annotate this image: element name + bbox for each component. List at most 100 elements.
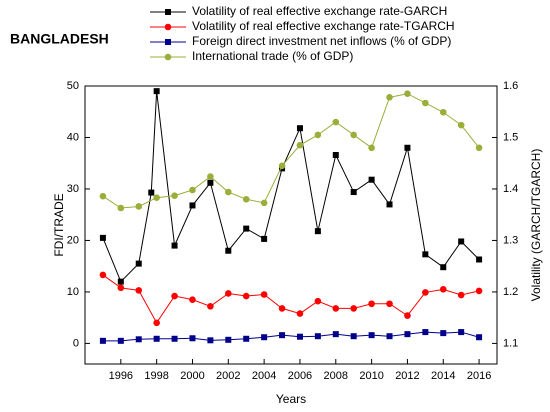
y-tick-label: 20 xyxy=(67,234,79,246)
y-tick-label: 10 xyxy=(67,286,79,298)
y2-tick-label: 1.5 xyxy=(503,131,518,143)
data-point xyxy=(225,188,232,196)
legend-marker xyxy=(164,53,172,61)
data-point xyxy=(278,162,286,170)
data-point xyxy=(117,278,124,285)
legend-marker xyxy=(165,9,171,15)
x-tick-label: 2012 xyxy=(395,370,419,382)
chart-title: BANGLADESH xyxy=(10,31,109,47)
data-point xyxy=(314,297,322,305)
data-point xyxy=(153,319,160,327)
data-point xyxy=(332,305,340,312)
data-point xyxy=(314,131,322,139)
data-point xyxy=(135,287,143,294)
data-point xyxy=(171,192,178,199)
data-point xyxy=(279,332,286,339)
plot-frame xyxy=(84,85,498,365)
data-point xyxy=(422,99,429,107)
data-point xyxy=(135,203,143,210)
data-point xyxy=(476,334,483,341)
data-point xyxy=(350,305,357,312)
data-point xyxy=(439,108,447,116)
data-point xyxy=(458,329,465,336)
data-point xyxy=(332,331,339,338)
x-tick-label: 2014 xyxy=(431,370,455,382)
data-point xyxy=(350,189,357,196)
data-point xyxy=(99,234,106,241)
x-tick-label: 2002 xyxy=(216,370,240,382)
data-point xyxy=(404,312,411,319)
data-point xyxy=(243,335,250,342)
data-point xyxy=(457,291,465,299)
data-point xyxy=(261,334,268,341)
data-point xyxy=(350,131,357,139)
data-point xyxy=(153,88,160,95)
data-point xyxy=(135,260,142,267)
x-tick-label: 2006 xyxy=(288,370,312,382)
legend-label: International trade (% of GDP) xyxy=(192,49,353,63)
data-point xyxy=(153,335,160,342)
data-point xyxy=(189,296,196,303)
data-point xyxy=(99,192,107,200)
legend-label: Foreign direct investment net inflows (%… xyxy=(192,34,451,48)
data-point xyxy=(207,179,214,186)
data-point xyxy=(225,247,232,254)
x-tick-label: 2016 xyxy=(467,370,491,382)
data-point xyxy=(458,238,465,245)
x-tick-label: 2010 xyxy=(359,370,383,382)
data-point xyxy=(117,204,125,212)
data-point xyxy=(189,186,196,194)
data-point xyxy=(457,121,465,129)
data-point xyxy=(314,333,321,340)
x-tick-label: 1998 xyxy=(144,370,168,382)
y-tick-label: 30 xyxy=(67,183,79,195)
data-point xyxy=(278,305,286,312)
data-point xyxy=(207,303,214,310)
data-point xyxy=(368,332,375,339)
series-line xyxy=(102,331,480,342)
y2-tick-label: 1.2 xyxy=(503,286,518,298)
data-point xyxy=(171,242,178,249)
data-point xyxy=(476,256,483,263)
data-point xyxy=(475,287,483,295)
data-point xyxy=(404,331,411,338)
data-point xyxy=(99,337,106,344)
data-point xyxy=(207,173,214,180)
y-axis-label: FDI/TRADE xyxy=(52,193,66,256)
data-point xyxy=(422,251,429,258)
data-point xyxy=(207,337,214,344)
x-tick-label: 2000 xyxy=(180,370,204,382)
series-line xyxy=(102,93,480,209)
x-tick-label: 2004 xyxy=(252,370,276,382)
y-tick-label: 0 xyxy=(73,337,79,349)
data-point xyxy=(296,333,303,340)
data-point xyxy=(368,300,375,308)
data-point xyxy=(225,336,232,343)
data-point xyxy=(439,286,447,293)
data-point xyxy=(422,329,429,336)
y2-tick-label: 1.1 xyxy=(503,337,518,349)
data-point xyxy=(242,292,250,300)
y-tick-label: 50 xyxy=(67,80,79,92)
legend-label: Volatility of real effective exchange ra… xyxy=(192,4,447,18)
data-point xyxy=(260,199,268,207)
legend-marker xyxy=(164,23,172,31)
y2-tick-label: 1.3 xyxy=(503,234,518,246)
data-point xyxy=(404,90,411,98)
data-point xyxy=(386,333,393,340)
data-point xyxy=(135,336,142,343)
data-point xyxy=(243,225,250,232)
x-tick-label: 1996 xyxy=(109,370,133,382)
data-point xyxy=(422,289,429,296)
data-point xyxy=(171,292,178,300)
data-point xyxy=(296,125,303,132)
y-tick-label: 40 xyxy=(67,131,79,143)
data-point xyxy=(404,144,411,151)
data-point xyxy=(189,335,196,342)
data-point xyxy=(261,235,268,242)
data-point xyxy=(440,264,447,271)
x-axis-label: Years xyxy=(276,392,306,406)
data-point xyxy=(148,189,155,196)
data-point xyxy=(368,176,375,183)
data-point xyxy=(350,333,357,340)
